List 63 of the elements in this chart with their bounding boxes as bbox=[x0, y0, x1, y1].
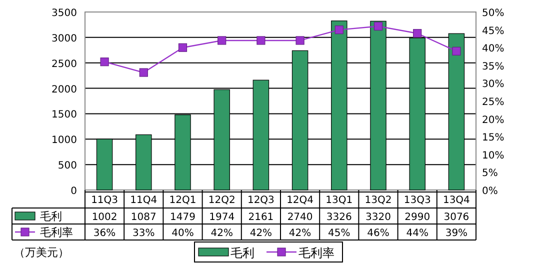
x-tick-label: 13Q2 bbox=[364, 195, 392, 206]
data-label: 40% bbox=[172, 228, 194, 239]
x-tick-label: 12Q3 bbox=[247, 195, 274, 206]
data-label: 2740 bbox=[287, 212, 313, 223]
data-label: 36% bbox=[93, 228, 116, 239]
x-tick-label: 13Q4 bbox=[442, 195, 470, 206]
y2-tick-label: 50% bbox=[482, 8, 504, 19]
y-tick-label: 500 bbox=[58, 160, 77, 172]
y2-tick-label: 40% bbox=[482, 44, 504, 55]
data-label: 2990 bbox=[404, 212, 430, 223]
y2-tick-label: 45% bbox=[482, 26, 504, 37]
y-tick-label: 2500 bbox=[52, 58, 77, 70]
data-label: 42% bbox=[288, 228, 312, 239]
data-label: 3076 bbox=[444, 212, 470, 223]
y2-tick-label: 35% bbox=[482, 61, 504, 72]
legend: 毛利 毛利率 bbox=[194, 242, 343, 262]
y2-tick-label: 5% bbox=[482, 168, 498, 180]
data-label: 3320 bbox=[366, 212, 391, 223]
point bbox=[178, 43, 188, 52]
point bbox=[139, 68, 148, 77]
x-tick-label: 13Q1 bbox=[326, 195, 353, 206]
x-tick-label: 13Q3 bbox=[404, 195, 431, 206]
point bbox=[374, 22, 383, 31]
y-tick-label: 3000 bbox=[52, 33, 77, 44]
y2-tick-label: 0% bbox=[482, 186, 498, 197]
y2-tick-label: 15% bbox=[482, 132, 504, 144]
data-label: 2161 bbox=[248, 212, 274, 223]
data-label: 44% bbox=[406, 228, 428, 239]
data-label: 42% bbox=[210, 228, 233, 239]
y2-tick-label: 20% bbox=[482, 114, 504, 126]
point bbox=[413, 29, 422, 38]
y-tick-label: 1500 bbox=[52, 110, 77, 121]
data-label: 42% bbox=[250, 228, 272, 239]
point bbox=[100, 58, 109, 66]
y2-tick-label: 25% bbox=[482, 97, 504, 108]
data-label: 33% bbox=[132, 228, 155, 239]
y-tick-label: 1000 bbox=[52, 135, 77, 146]
x-tick-label: 12Q1 bbox=[169, 195, 196, 206]
y2-tick-label: 10% bbox=[482, 150, 504, 162]
data-label: 45% bbox=[328, 228, 350, 239]
legend-label: 毛利 bbox=[40, 210, 62, 223]
x-tick-label: 12Q2 bbox=[208, 195, 236, 206]
x-tick-label: 12Q4 bbox=[286, 195, 314, 206]
data-label: 3326 bbox=[326, 212, 352, 223]
data-label: 39% bbox=[445, 228, 468, 239]
point bbox=[256, 36, 266, 45]
x-tick-label: 11Q3 bbox=[91, 195, 118, 206]
y-tick-label: 0 bbox=[70, 186, 77, 197]
point bbox=[218, 36, 226, 45]
data-label: 1974 bbox=[209, 212, 235, 223]
data-label: 1479 bbox=[170, 212, 196, 223]
point bbox=[452, 46, 461, 56]
y2-tick-label: 30% bbox=[482, 79, 504, 90]
point bbox=[334, 26, 344, 34]
x-tick-label: 11Q4 bbox=[130, 195, 158, 206]
y-tick-label: 2000 bbox=[52, 84, 77, 96]
y-tick-label: 3500 bbox=[52, 8, 77, 19]
text: （万美元） bbox=[14, 246, 69, 259]
data-label: 1002 bbox=[92, 212, 118, 223]
legend-label: 毛利率 bbox=[40, 226, 73, 239]
data-label: 1087 bbox=[130, 212, 156, 223]
point bbox=[296, 36, 304, 45]
data-label: 46% bbox=[367, 228, 390, 239]
